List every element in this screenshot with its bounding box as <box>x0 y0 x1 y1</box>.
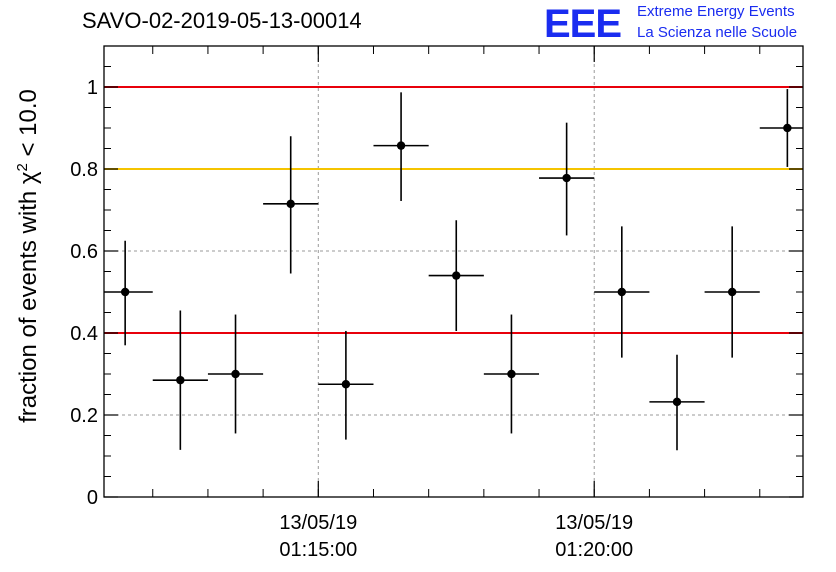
y-axis-label-prefix: fraction of events with <box>15 184 42 423</box>
y-tick-label: 0.6 <box>70 241 98 263</box>
y-tick-label: 1 <box>87 77 98 99</box>
data-point <box>452 271 461 280</box>
data-point <box>286 199 295 209</box>
data-point-group <box>428 220 484 331</box>
data-point-group <box>263 136 319 274</box>
data-point-group <box>759 89 803 167</box>
y-tick-label: 0.8 <box>70 159 98 181</box>
data-point-group <box>649 354 705 451</box>
plot-frame <box>103 45 804 498</box>
data-point <box>783 123 792 133</box>
data-point-group <box>815 288 836 407</box>
data-point <box>120 287 130 297</box>
logo-line-2: La Scienza nelle Scuole <box>637 24 798 41</box>
data-point <box>396 141 406 150</box>
x-tick-label-date: 13/05/19 <box>555 512 633 534</box>
chart-title: SAVO-02-2019-05-13-00014 <box>82 8 362 33</box>
y-axis-label-suffix: < 10.0 <box>15 89 42 164</box>
data-point-group <box>318 330 374 440</box>
x-tick-label-time: 01:15:00 <box>279 539 357 561</box>
y-axis-label: fraction of events with χ2 < 10.0 <box>14 56 54 456</box>
data-point <box>562 173 571 183</box>
y-axis-label-sup: 2 <box>14 163 31 172</box>
data-point <box>231 369 240 379</box>
x-tick-label-time: 01:20:00 <box>555 539 633 561</box>
x-tick-label-date: 13/05/19 <box>279 512 357 534</box>
data-point <box>176 375 185 385</box>
y-tick-label: 0.4 <box>70 323 98 345</box>
data-point <box>727 287 737 297</box>
data-point <box>507 369 516 379</box>
data-point-group <box>207 314 264 434</box>
y-tick-label: 0 <box>87 487 98 509</box>
data-point-group <box>594 226 650 358</box>
data-point <box>341 380 351 389</box>
data-point-group <box>152 310 208 450</box>
y-axis-label-chi: χ <box>15 171 42 185</box>
data-point-group <box>104 240 153 346</box>
data-point-group <box>704 226 760 358</box>
data-point-group <box>483 314 540 434</box>
eee-logo-mark: EEE <box>544 2 622 46</box>
data-point <box>672 397 682 407</box>
data-point-group <box>539 122 595 236</box>
data-point-group <box>373 92 429 201</box>
data-point <box>617 287 627 297</box>
y-tick-label: 0.2 <box>70 405 98 427</box>
logo-line-1: Extreme Energy Events <box>637 3 795 20</box>
